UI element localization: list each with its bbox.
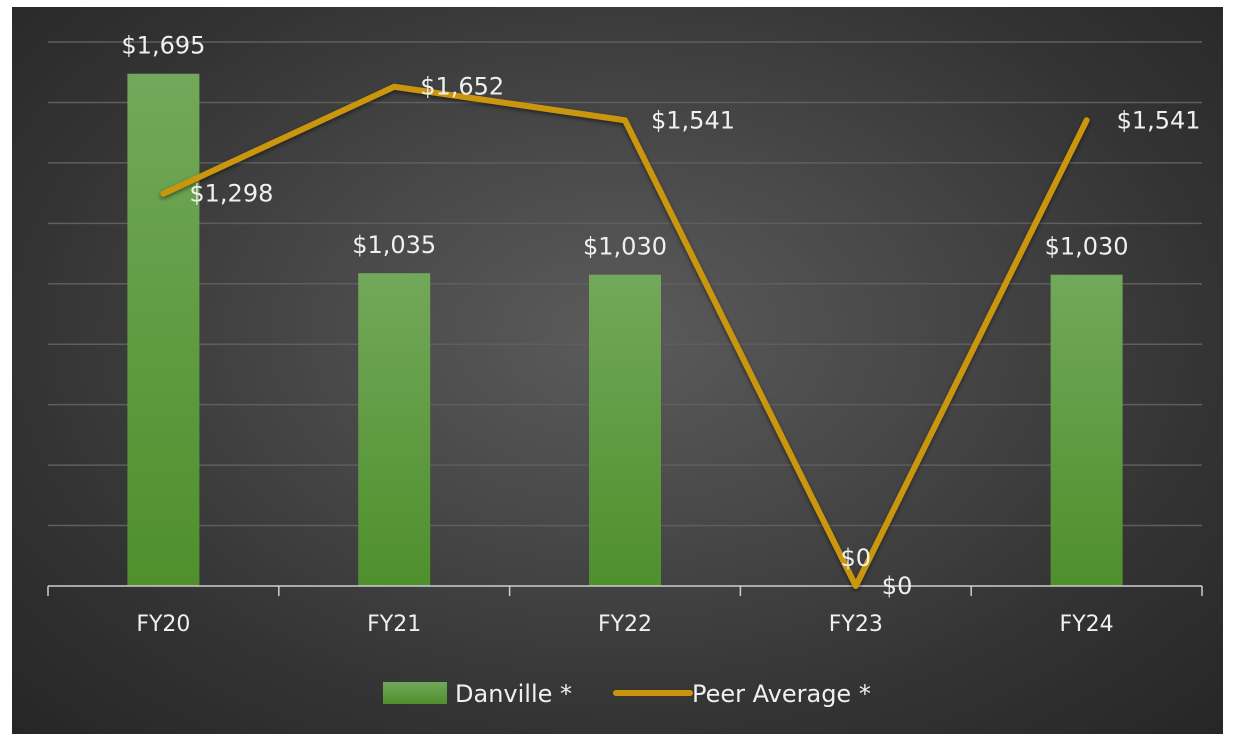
x-axis: FY20 FY21 FY22 FY23 FY24 bbox=[47, 585, 1203, 637]
bar-data-label: $0 bbox=[841, 544, 872, 572]
x-tick-label: FY23 bbox=[829, 612, 883, 637]
data-labels: $1,695 $1,035 $1,030 $0 $1,030 $1,298 $1,652 $1… bbox=[121, 32, 1200, 600]
legend-swatch-danville bbox=[383, 682, 447, 704]
legend-label-peer-average: Peer Average * bbox=[692, 680, 871, 708]
bar-fy24 bbox=[1050, 274, 1123, 586]
legend-label-danville: Danville * bbox=[455, 680, 572, 708]
line-data-label: $1,541 bbox=[1117, 106, 1201, 134]
x-tick-label: FY21 bbox=[367, 612, 421, 637]
x-tick-label: FY22 bbox=[598, 612, 652, 637]
line-data-label: $1,652 bbox=[420, 73, 504, 101]
peer-average-line bbox=[160, 83, 1090, 589]
bar-data-label: $1,030 bbox=[583, 233, 667, 261]
line-data-label: $0 bbox=[882, 572, 913, 600]
line-series bbox=[160, 83, 1090, 589]
bar-data-label: $1,030 bbox=[1045, 233, 1129, 261]
bar-fy20 bbox=[127, 73, 200, 586]
bar-series bbox=[127, 73, 1123, 586]
line-data-label: $1,541 bbox=[651, 106, 735, 134]
line-data-label: $1,298 bbox=[189, 180, 273, 208]
bar-fy21 bbox=[358, 273, 431, 586]
bar-data-label: $1,035 bbox=[352, 231, 436, 259]
bar-data-label: $1,695 bbox=[121, 32, 205, 60]
x-tick-label: FY24 bbox=[1060, 612, 1114, 637]
x-tick-label: FY20 bbox=[136, 612, 190, 637]
legend: Danville * Peer Average * bbox=[383, 680, 871, 708]
bar-fy22 bbox=[589, 274, 661, 586]
